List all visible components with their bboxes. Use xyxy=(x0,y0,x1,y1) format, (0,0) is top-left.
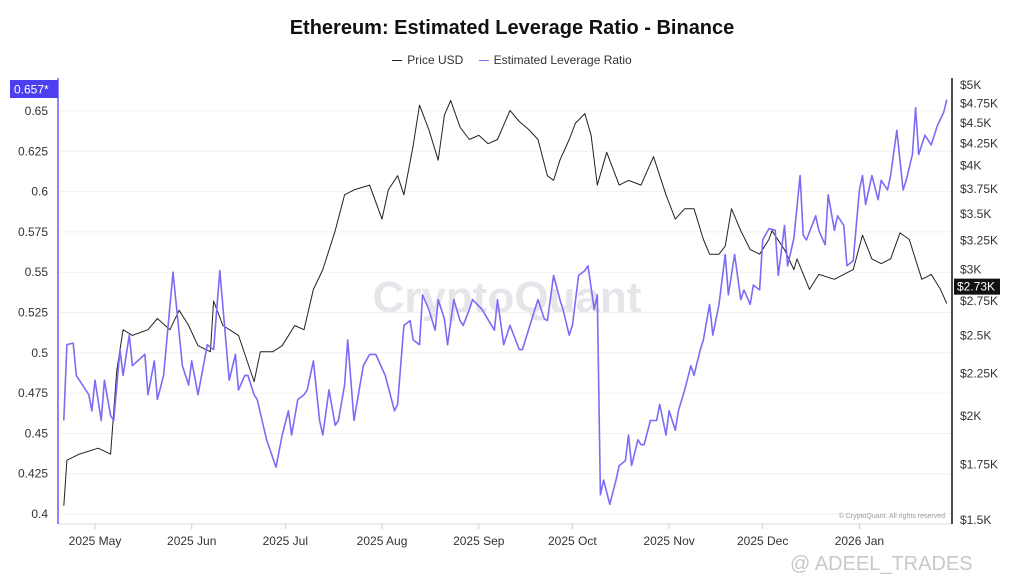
right-tick-label: $3K xyxy=(960,263,981,277)
current-leverage-label: 0.657* xyxy=(14,83,49,97)
left-tick-label: 0.55 xyxy=(25,265,49,279)
left-tick-label: 0.575 xyxy=(18,225,48,239)
right-tick-label: $4.25K xyxy=(960,137,998,151)
right-tick-label: $2.25K xyxy=(960,367,998,381)
current-price-badge xyxy=(954,278,1000,295)
overlay-handle: @ ADEEL_TRADES xyxy=(790,553,973,575)
left-tick-label: 0.5 xyxy=(31,346,48,360)
x-tick-label: 2025 Sep xyxy=(453,534,505,548)
leverage-ratio-line xyxy=(63,99,948,506)
right-tick-label: $2K xyxy=(960,409,981,423)
left-tick-label: 0.425 xyxy=(18,467,48,481)
left-tick-label: 0.45 xyxy=(25,426,49,440)
x-tick-label: 2025 Dec xyxy=(737,534,788,548)
x-tick-label: 2026 Jan xyxy=(835,534,884,548)
x-tick-label: 2025 Nov xyxy=(643,534,694,548)
right-tick-label: $4.75K xyxy=(960,97,998,111)
right-tick-label: $1.75K xyxy=(960,457,998,471)
left-tick-label: 0.625 xyxy=(18,144,48,158)
right-tick-label: $4K xyxy=(960,159,981,173)
right-tick-label: $3.25K xyxy=(960,234,998,248)
watermark: CryptoQuant xyxy=(373,273,642,322)
chart-title: Ethereum: Estimated Leverage Ratio - Bin… xyxy=(289,17,735,39)
current-price-label: $2.73K xyxy=(957,280,995,294)
left-tick-label: 0.6 xyxy=(31,185,48,199)
left-tick-label: 0.4 xyxy=(31,507,48,521)
x-tick-label: 2025 May xyxy=(69,534,122,548)
left-tick-label: 0.475 xyxy=(18,386,48,400)
right-tick-label: $2.75K xyxy=(960,294,998,308)
legend-item-price[interactable]: Price USD xyxy=(392,53,463,67)
x-tick-label: 2025 Aug xyxy=(357,534,408,548)
right-tick-label: $5K xyxy=(960,78,981,92)
legend-item-leverage[interactable]: Estimated Leverage Ratio xyxy=(478,53,632,68)
left-tick-label: 0.65 xyxy=(25,104,49,118)
legend-label: Price USD xyxy=(407,53,464,68)
x-tick-label: 2025 Oct xyxy=(548,534,597,548)
x-tick-label: 2025 Jun xyxy=(167,534,216,548)
x-tick-label: 2025 Jul xyxy=(263,534,308,548)
left-tick-label: 0.525 xyxy=(18,306,48,320)
right-tick-label: $1.5K xyxy=(960,513,991,527)
right-tick-label: $4.5K xyxy=(960,116,991,130)
legend-label: Estimated Leverage Ratio xyxy=(493,53,632,68)
legend: Price USD Estimated Leverage Ratio xyxy=(0,50,1024,67)
right-tick-label: $3.75K xyxy=(960,182,998,196)
right-tick-label: $3.5K xyxy=(960,207,991,221)
copyright: © CryptoQuant. All rights reserved xyxy=(839,512,945,520)
right-tick-label: $2.5K xyxy=(960,328,991,342)
current-leverage-badge xyxy=(10,80,58,98)
